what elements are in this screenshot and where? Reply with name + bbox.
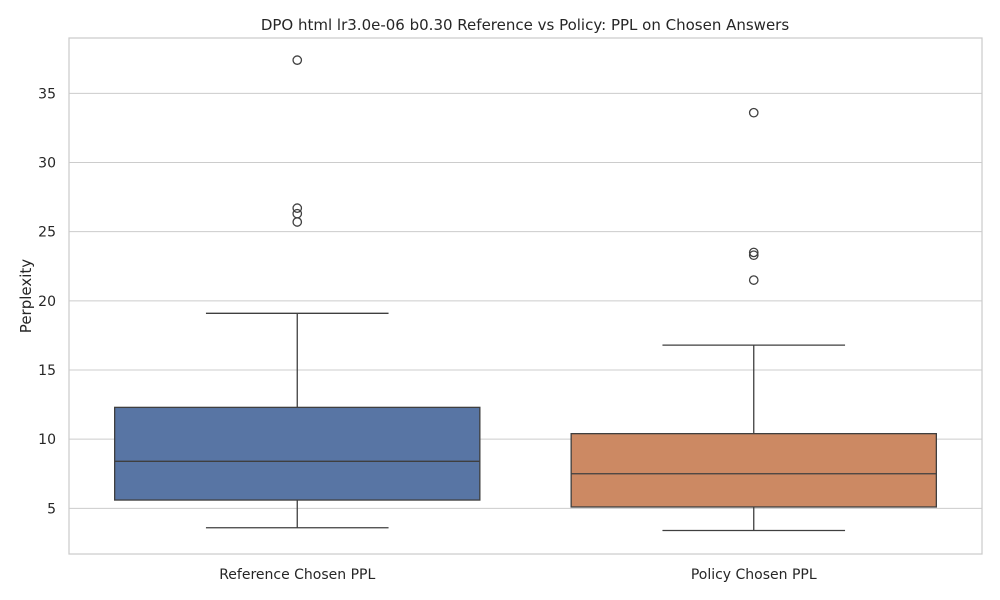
outlier-point: [748, 247, 759, 258]
y-tick-label: 5: [47, 501, 56, 517]
y-tick-label: 10: [38, 432, 56, 448]
y-tick-label: 25: [38, 225, 56, 241]
x-axis-ticks: Reference Chosen PPL Policy Chosen PPL: [219, 567, 817, 583]
iqr-box: [114, 406, 481, 501]
outlier-point: [748, 275, 759, 285]
outlier-point: [748, 250, 759, 261]
plot-frame: [68, 37, 983, 555]
outlier-point: [748, 107, 759, 118]
y-tick-label: 35: [38, 86, 56, 102]
y-tick-label: 20: [38, 294, 56, 310]
boxes: [114, 55, 938, 532]
chart-title: DPO html lr3.0e-06 b0.30 Reference vs Po…: [261, 16, 790, 34]
x-tick-label: Reference Chosen PPL: [219, 567, 375, 583]
iqr-box: [570, 432, 938, 508]
outlier-point: [292, 55, 303, 65]
outlier-point: [292, 203, 303, 214]
x-tick-label: Policy Chosen PPL: [691, 567, 817, 583]
y-tick-label: 15: [38, 363, 56, 379]
box-group: [114, 55, 481, 529]
y-axis-label: Perplexity: [17, 259, 35, 333]
y-tick-label: 30: [38, 156, 56, 172]
box-group: [570, 107, 938, 532]
y-axis-ticks: 5 10 15 20 25 30 35: [38, 86, 56, 517]
outlier-point: [292, 208, 303, 219]
